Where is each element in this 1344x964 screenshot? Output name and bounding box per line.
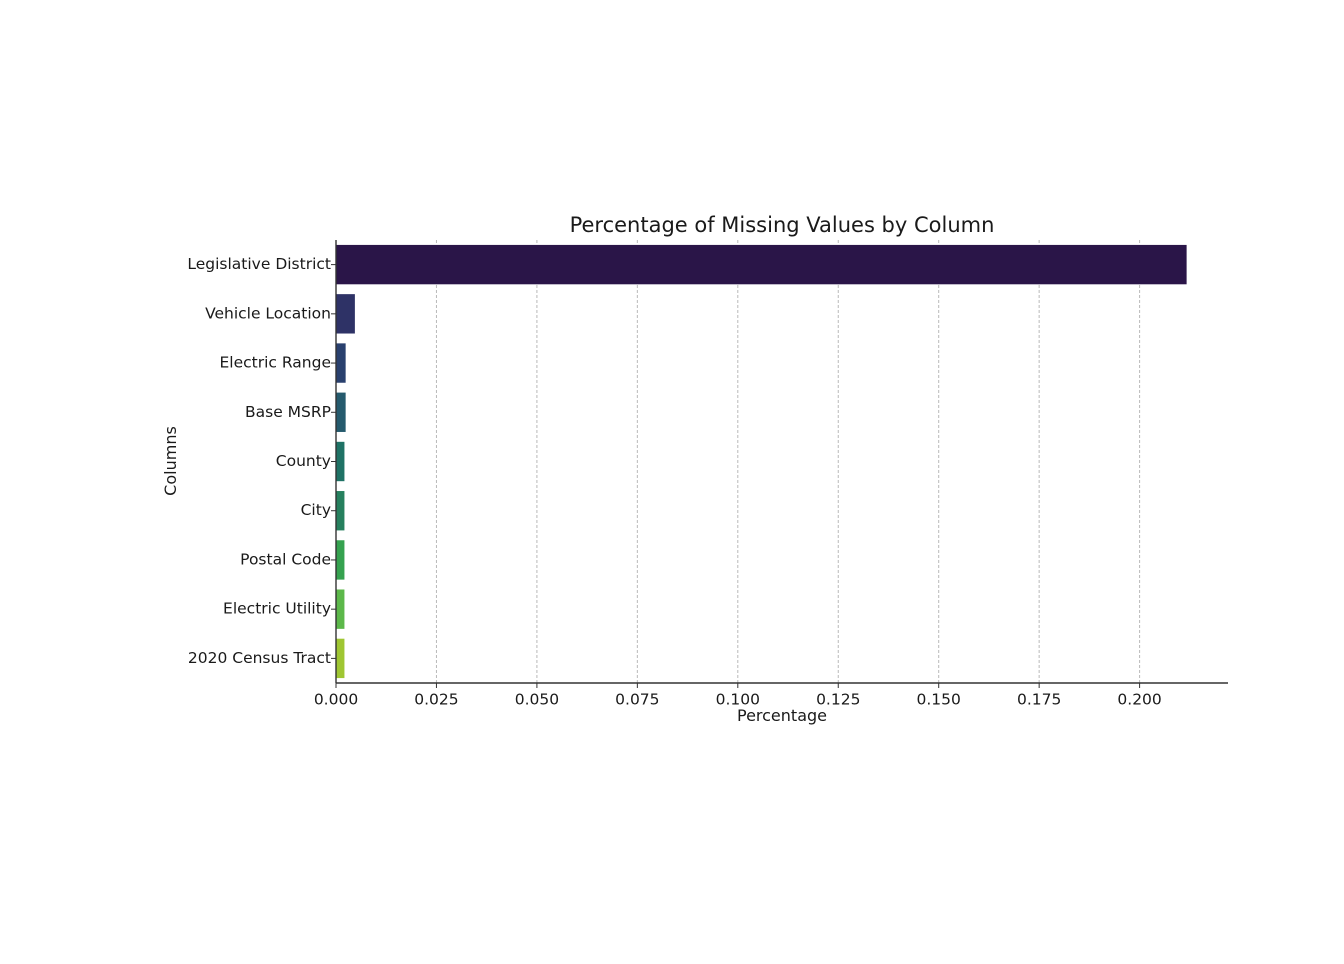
y-axis-title: Columns	[161, 426, 180, 496]
x-tick-label: 0.150	[917, 691, 961, 709]
y-tick-label: Legislative District	[187, 255, 331, 273]
x-tick-label: 0.200	[1117, 691, 1161, 709]
x-tick-label: 0.025	[414, 691, 458, 709]
bar	[336, 441, 345, 482]
bar	[336, 491, 345, 531]
y-tick-label: 2020 Census Tract	[188, 649, 331, 667]
x-tick-label: 0.075	[615, 691, 659, 709]
bar	[336, 638, 345, 679]
bars-layer	[336, 244, 1187, 679]
axes-layer	[331, 240, 1228, 688]
bar	[336, 589, 345, 629]
y-tick-label: County	[276, 452, 331, 470]
chart-title: Percentage of Missing Values by Column	[570, 213, 995, 237]
y-tick-label: City	[301, 501, 331, 519]
x-axis-title: Percentage	[737, 706, 827, 725]
bar	[336, 540, 345, 580]
bar	[336, 343, 346, 383]
bar	[336, 294, 355, 334]
grid-layer	[435, 240, 1141, 683]
x-tick-label: 0.000	[314, 691, 358, 709]
x-tick-label: 0.175	[1017, 691, 1061, 709]
x-tick-label: 0.100	[716, 691, 760, 709]
bar	[336, 244, 1187, 285]
y-tick-label: Base MSRP	[245, 403, 331, 421]
bar	[336, 392, 346, 432]
labels-layer: Percentage of Missing Values by Column P…	[161, 213, 1162, 725]
y-tick-label: Postal Code	[240, 550, 331, 568]
y-tick-label: Electric Utility	[223, 600, 331, 618]
y-tick-label: Electric Range	[220, 354, 332, 372]
y-tick-label: Vehicle Location	[205, 304, 331, 322]
x-tick-label: 0.050	[515, 691, 559, 709]
x-tick-label: 0.125	[816, 691, 860, 709]
